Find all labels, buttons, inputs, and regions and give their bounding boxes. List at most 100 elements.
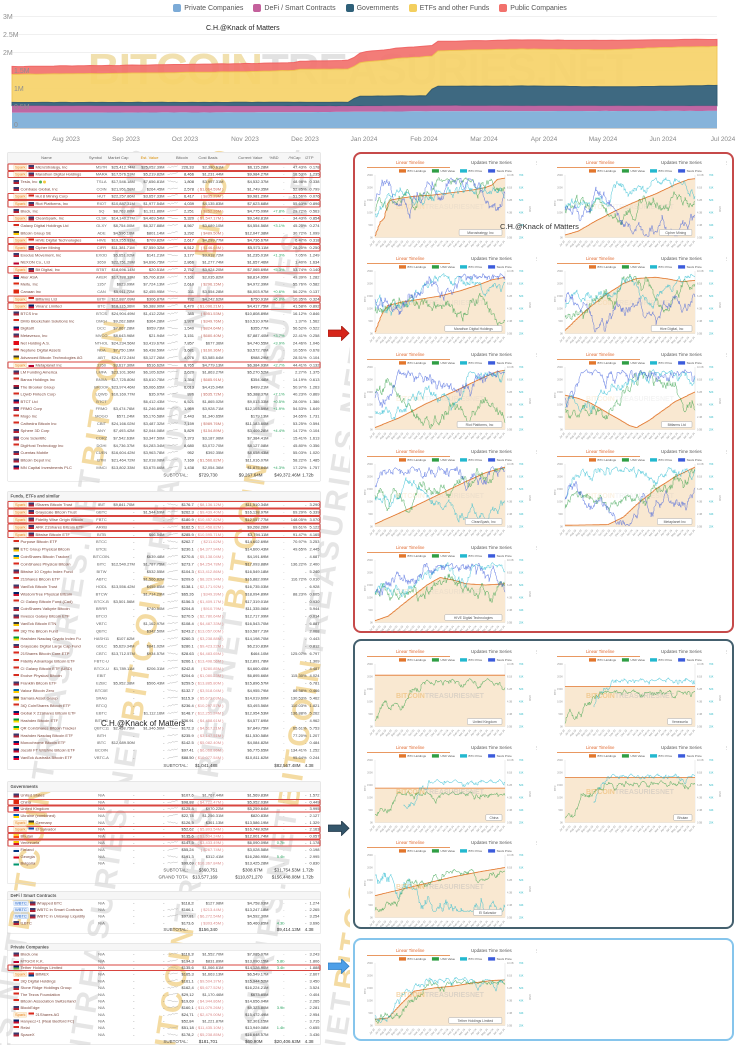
svg-text:BTC: BTC: [553, 489, 557, 495]
svg-text:Aug 23: Aug 23: [384, 624, 393, 633]
svg-text:Linear Timeline: Linear Timeline: [586, 256, 615, 261]
svg-text:0K: 0K: [370, 917, 373, 920]
svg-text:China: China: [489, 815, 498, 819]
svg-text:61K: 61K: [519, 867, 524, 870]
svg-text:Updates Time Series: Updates Time Series: [471, 948, 513, 953]
svg-text:61K: 61K: [709, 187, 714, 190]
svg-text:70K: 70K: [519, 559, 524, 562]
svg-text:Jun 24: Jun 24: [498, 431, 507, 440]
svg-text:250K: 250K: [367, 366, 373, 369]
svg-text:BITCOINTREASURIESNET: BITCOINTREASURIESNET: [396, 204, 485, 211]
svg-text:Oct 23: Oct 23: [597, 239, 605, 248]
svg-text:Dec 23: Dec 23: [424, 824, 433, 833]
svg-text:Mar 24: Mar 24: [648, 728, 657, 737]
svg-text:May 24: May 24: [486, 528, 495, 537]
svg-text:Mar 24: Mar 24: [463, 728, 472, 737]
svg-text:200K: 200K: [367, 867, 373, 870]
svg-text:Jun 2024: Jun 2024: [650, 136, 677, 143]
svg-text:8.1B: 8.1B: [507, 975, 512, 978]
svg-text:BTC: BTC: [553, 689, 557, 695]
svg-text:⋮: ⋮: [724, 650, 729, 656]
svg-text:May 24: May 24: [480, 1027, 489, 1036]
svg-text:25K: 25K: [709, 821, 714, 824]
svg-text:Nov 23: Nov 23: [418, 728, 427, 737]
svg-text:4.3B: 4.3B: [507, 404, 512, 407]
svg-text:Feb 24: Feb 24: [452, 624, 461, 633]
svg-text:Apr 24: Apr 24: [665, 335, 673, 344]
svg-text:Dec 2023: Dec 2023: [291, 136, 319, 143]
svg-text:50K: 50K: [559, 416, 564, 419]
svg-text:Feb 24: Feb 24: [452, 824, 461, 833]
svg-text:Sep 23: Sep 23: [390, 919, 399, 928]
svg-text:Apr 24: Apr 24: [659, 335, 667, 344]
svg-text:50K: 50K: [559, 713, 564, 716]
svg-text:Feb 24: Feb 24: [446, 919, 455, 928]
svg-text:150K: 150K: [557, 391, 563, 394]
svg-text:Aug 23: Aug 23: [574, 824, 583, 833]
svg-text:May 24: May 24: [670, 431, 679, 440]
svg-text:Apr 24: Apr 24: [659, 728, 667, 737]
svg-text:Jun 24: Jun 24: [498, 239, 507, 248]
svg-text:Updates Time Series: Updates Time Series: [661, 352, 703, 357]
svg-text:Aug 23: Aug 23: [384, 919, 393, 928]
svg-text:Mar 24: Mar 24: [648, 528, 657, 537]
svg-text:52K: 52K: [519, 584, 524, 587]
svg-text:25K: 25K: [519, 821, 524, 824]
svg-text:May 24: May 24: [480, 919, 489, 928]
svg-text:200K: 200K: [367, 975, 373, 978]
svg-text:BITCOINTREASURIESNET: BITCOINTREASURIESNET: [396, 396, 485, 403]
svg-text:Feb 24: Feb 24: [636, 824, 645, 833]
svg-text:Linear Timeline: Linear Timeline: [396, 256, 425, 261]
svg-text:Sep 23: Sep 23: [390, 431, 399, 440]
svg-text:Feb 24: Feb 24: [446, 624, 455, 633]
svg-text:BITCOINTREASURIESNET: BITCOINTREASURIESNET: [396, 493, 485, 500]
svg-text:Aug 23: Aug 23: [569, 431, 578, 440]
svg-text:25K: 25K: [519, 917, 524, 920]
svg-text:100K: 100K: [367, 404, 373, 407]
svg-text:0.5B: 0.5B: [507, 917, 512, 920]
svg-text:Apr 24: Apr 24: [659, 824, 667, 833]
svg-text:50K: 50K: [369, 904, 374, 907]
svg-text:Jun 24: Jun 24: [498, 335, 507, 344]
svg-text:Aug 23: Aug 23: [384, 335, 393, 344]
svg-text:3M: 3M: [3, 14, 13, 21]
svg-text:BTC: BTC: [553, 297, 557, 303]
svg-text:6.2B: 6.2B: [697, 688, 702, 691]
svg-text:150K: 150K: [367, 295, 373, 298]
svg-text:43K: 43K: [519, 796, 524, 799]
svg-text:Jul 23: Jul 23: [374, 1027, 382, 1035]
svg-text:250K: 250K: [557, 270, 563, 273]
svg-text:Linear Timeline: Linear Timeline: [586, 160, 615, 165]
svg-text:Dec 23: Dec 23: [619, 431, 628, 440]
svg-text:Dec 23: Dec 23: [424, 335, 433, 344]
svg-text:Jun 24: Jun 24: [682, 824, 691, 833]
svg-text:34K: 34K: [519, 609, 524, 612]
svg-text:Updates Time Series: Updates Time Series: [471, 449, 513, 454]
svg-text:USD Value: USD Value: [440, 554, 455, 558]
svg-text:Nov 23: Nov 23: [412, 431, 421, 440]
svg-text:Feb 24: Feb 24: [636, 728, 645, 737]
svg-text:0.5B: 0.5B: [697, 237, 702, 240]
svg-text:Nov 23: Nov 23: [418, 824, 427, 833]
svg-text:Apr 24: Apr 24: [475, 528, 483, 537]
svg-text:May 24: May 24: [486, 728, 495, 737]
svg-text:May 24: May 24: [480, 824, 489, 833]
svg-text:8.1B: 8.1B: [507, 676, 512, 679]
svg-text:200K: 200K: [557, 283, 563, 286]
svg-text:Nov 23: Nov 23: [412, 728, 421, 737]
svg-text:2M: 2M: [3, 50, 13, 57]
svg-text:2.4B: 2.4B: [507, 609, 512, 612]
svg-text:BTC: BTC: [553, 393, 557, 399]
svg-text:Apr 24: Apr 24: [475, 431, 483, 440]
svg-text:Apr 24: Apr 24: [475, 239, 483, 248]
svg-text:Sep 23: Sep 23: [396, 1027, 405, 1036]
svg-text:70K: 70K: [519, 270, 524, 273]
svg-text:50K: 50K: [369, 609, 374, 612]
svg-text:Updates Time Series: Updates Time Series: [471, 160, 513, 165]
svg-text:BTC Price: BTC Price: [659, 754, 673, 758]
svg-text:200K: 200K: [367, 475, 373, 478]
svg-text:USD: USD: [528, 886, 532, 892]
svg-text:50K: 50K: [369, 416, 374, 419]
svg-text:Nov 23: Nov 23: [418, 335, 427, 344]
svg-text:Nov 23: Nov 23: [608, 528, 617, 537]
